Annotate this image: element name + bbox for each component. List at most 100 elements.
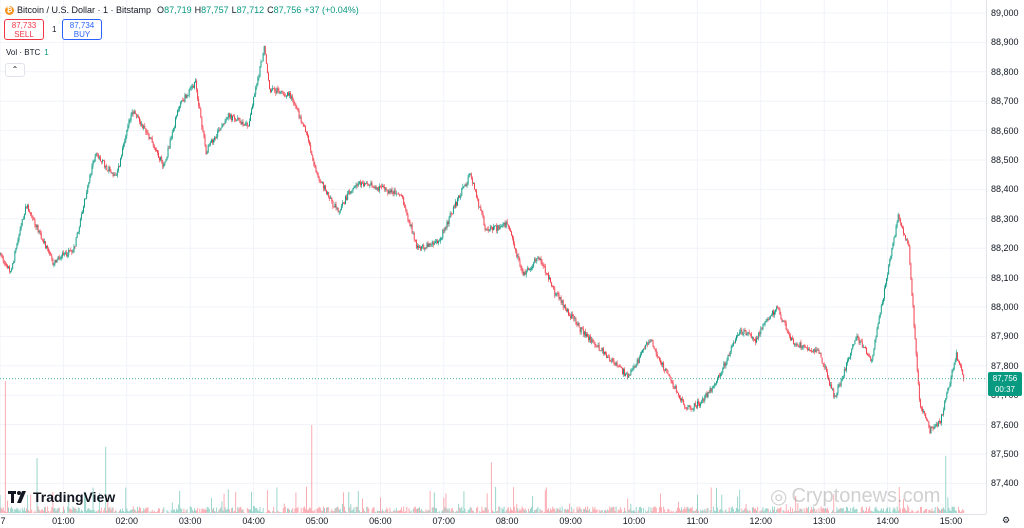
candle-body xyxy=(61,256,62,258)
volume-bar xyxy=(125,487,126,513)
candle-body xyxy=(262,61,263,62)
candle-body xyxy=(661,363,662,365)
time-tick-label: 01:00 xyxy=(52,516,75,526)
candle-body xyxy=(81,214,82,219)
volume-bar xyxy=(521,510,522,513)
settings-icon[interactable]: ⚙ xyxy=(1002,515,1010,526)
candle-body xyxy=(126,130,127,136)
volume-bar xyxy=(597,509,598,513)
volume-bar xyxy=(366,507,367,513)
candle-body xyxy=(347,193,348,200)
candle-body xyxy=(767,319,768,321)
volume-bar xyxy=(710,510,711,513)
sell-button[interactable]: 87,733 SELL xyxy=(4,19,44,40)
candle-body xyxy=(903,228,904,233)
volume-bar xyxy=(815,512,816,513)
candle-body xyxy=(76,238,77,247)
candle-body xyxy=(853,344,854,345)
time-tick-label: 06:00 xyxy=(369,516,392,526)
candle-body xyxy=(41,233,42,239)
volume-bar xyxy=(287,508,288,513)
candle-body xyxy=(732,346,733,347)
candle-body xyxy=(670,375,671,377)
candle-body xyxy=(461,188,462,196)
volume-bar xyxy=(88,508,89,513)
buy-button[interactable]: 87,734 BUY xyxy=(62,19,102,40)
volume-bar xyxy=(293,512,294,513)
candle-body xyxy=(777,306,778,307)
volume-bar xyxy=(90,510,91,513)
volume-bar xyxy=(743,510,744,513)
candle-body xyxy=(90,174,91,175)
volume-bar xyxy=(74,508,75,513)
candle-body xyxy=(801,342,802,348)
volume-bar xyxy=(494,512,495,513)
candle-body xyxy=(405,207,406,209)
candle-body xyxy=(646,342,647,344)
volume-bar xyxy=(172,502,173,513)
candle-body xyxy=(667,371,668,374)
volume-bar xyxy=(222,501,223,513)
volume-bar xyxy=(6,512,7,513)
candle-body xyxy=(207,152,208,154)
volume-bar xyxy=(956,511,957,513)
collapse-legend-button[interactable]: ⌃ xyxy=(5,63,25,77)
tradingview-logo[interactable]: TradingView xyxy=(8,489,115,505)
volume-bar xyxy=(839,509,840,513)
volume-bar xyxy=(430,491,431,513)
volume-bar xyxy=(422,511,423,513)
candle-body xyxy=(252,106,253,110)
tradingview-logo-text: TradingView xyxy=(33,489,115,505)
volume-bar xyxy=(646,512,647,513)
candle-body xyxy=(833,389,834,397)
candle-body xyxy=(174,128,175,129)
candle-body xyxy=(570,316,571,319)
volume-bar xyxy=(432,507,433,513)
volume-bar xyxy=(872,511,873,513)
candle-body xyxy=(710,388,711,392)
candle-body xyxy=(253,97,254,106)
candle-body xyxy=(138,117,139,118)
chart-area[interactable] xyxy=(0,0,986,514)
candle-body xyxy=(948,387,949,388)
volume-bar xyxy=(130,510,131,513)
candle-body xyxy=(379,186,380,191)
volume-bar xyxy=(648,507,649,513)
candle-body xyxy=(478,199,479,207)
volume-bar xyxy=(274,512,275,513)
candle-body xyxy=(857,336,858,338)
candle-body xyxy=(412,225,413,234)
symbol-title[interactable]: Bitcoin / U.S. Dollar · 1 · Bitstamp xyxy=(17,5,151,15)
candle-body xyxy=(630,371,631,375)
volume-bar xyxy=(436,508,437,513)
candle-body xyxy=(561,297,562,303)
candle-body xyxy=(842,378,843,381)
volume-bar xyxy=(507,509,508,513)
candle-body xyxy=(160,157,161,160)
candle-body xyxy=(516,251,517,257)
candle-body xyxy=(687,407,688,409)
volume-bar xyxy=(653,508,654,513)
candle-body xyxy=(45,241,46,248)
volume-bar xyxy=(631,511,632,513)
candle-body xyxy=(809,349,810,350)
candle-body xyxy=(509,227,510,229)
volume-bar xyxy=(470,507,471,513)
candle-body xyxy=(511,232,512,236)
volume-bar xyxy=(395,511,396,513)
volume-bar xyxy=(225,507,226,513)
candle-body xyxy=(435,241,436,242)
candle-body xyxy=(432,242,433,245)
candle-body xyxy=(256,84,257,87)
candle-body xyxy=(884,288,885,298)
candle-body xyxy=(709,392,710,393)
candle-body xyxy=(224,124,225,125)
volume-bar xyxy=(681,507,682,513)
candle-body xyxy=(307,133,308,136)
volume-bar xyxy=(15,510,16,513)
volume-bar xyxy=(509,511,510,513)
time-tick-label: 09:00 xyxy=(559,516,582,526)
price-chart[interactable] xyxy=(0,0,986,514)
